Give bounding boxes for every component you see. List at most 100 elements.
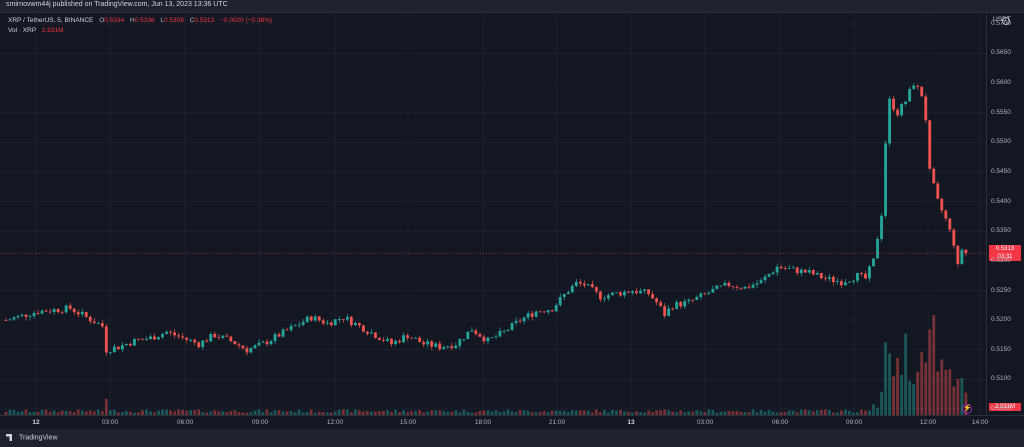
- volume-bar: [108, 410, 112, 415]
- volume-bar: [277, 410, 281, 415]
- volume-bar: [562, 410, 566, 415]
- volume-bar: [735, 410, 739, 415]
- candle-body: [478, 333, 482, 337]
- lightning-icon[interactable]: ⚡: [962, 404, 972, 414]
- candle-body: [205, 340, 209, 342]
- volume-bar: [289, 410, 293, 415]
- volume-bar: [868, 410, 871, 415]
- candle-body: [908, 89, 912, 102]
- candle-body: [759, 280, 763, 284]
- volume-bar: [723, 411, 727, 415]
- volume-bar: [924, 362, 928, 415]
- volume-bar: [149, 411, 152, 415]
- tradingview-logo[interactable]: TradingView: [6, 434, 58, 441]
- candle-body: [619, 292, 622, 296]
- candle-body: [84, 311, 88, 317]
- volume-bar: [390, 411, 393, 415]
- volume-label[interactable]: Vol · XRP: [8, 27, 37, 34]
- candle-body: [731, 286, 735, 287]
- candle-body: [510, 322, 514, 330]
- volume-bar: [56, 412, 60, 415]
- candle-body: [779, 266, 783, 269]
- volume-bar: [285, 411, 289, 415]
- volume-bar: [301, 412, 305, 415]
- volume-bar: [594, 409, 598, 415]
- candle-body: [56, 309, 60, 313]
- volume-bar: [860, 409, 863, 415]
- candle-body: [960, 249, 964, 264]
- current-price-value: 0.5313: [995, 246, 1015, 253]
- volume-bar: [827, 410, 831, 415]
- candle-body: [876, 239, 879, 259]
- volume-bar: [928, 329, 932, 415]
- volume-bar: [602, 410, 606, 415]
- candle-body: [301, 322, 305, 325]
- volume-bar: [329, 412, 333, 415]
- candle-body: [374, 332, 377, 338]
- volume-bar: [237, 412, 241, 415]
- volume-bar: [848, 410, 851, 415]
- volume-bar: [502, 411, 506, 415]
- volume-bar: [655, 410, 659, 415]
- candle-body: [534, 311, 538, 317]
- candle-body: [237, 344, 241, 346]
- volume-bar: [137, 412, 140, 415]
- time-axis[interactable]: 12 03:00 06:00 09:00 12:00 15:00 18:00 21:00 13 0…: [0, 415, 1024, 429]
- candle-body: [153, 336, 156, 340]
- volume-bar: [498, 412, 502, 415]
- candle-body: [598, 291, 602, 300]
- volume-bar: [281, 411, 285, 415]
- volume-bar: [518, 409, 522, 415]
- volume-bar: [394, 409, 397, 415]
- candle-body: [289, 326, 293, 331]
- price-chart[interactable]: [0, 12, 986, 415]
- candle-body: [739, 287, 743, 289]
- volume-bar: [695, 410, 699, 415]
- symbol-label[interactable]: XRP / TetherUS, 5, BINANCE: [8, 17, 94, 24]
- volume-bar: [956, 378, 960, 415]
- time-tick: 06:00: [176, 419, 194, 426]
- volume-bar: [803, 409, 807, 415]
- candle-body: [209, 333, 213, 342]
- volume-bar: [265, 409, 269, 415]
- candle-body: [839, 281, 843, 286]
- settings-icon[interactable]: [1002, 17, 1010, 25]
- candle-body: [414, 337, 418, 339]
- time-tick: 14:00: [971, 419, 989, 426]
- volume-bar: [76, 409, 80, 415]
- volume-bar: [920, 352, 924, 415]
- volume-bar: [337, 409, 341, 415]
- candle-body: [112, 346, 116, 353]
- volume-bar: [623, 411, 626, 415]
- candle-body: [353, 322, 357, 326]
- candle-body: [783, 268, 787, 269]
- candle-body: [940, 198, 944, 211]
- candle-body: [16, 315, 20, 318]
- volume-bar: [719, 411, 723, 415]
- volume-bar: [598, 412, 602, 415]
- volume-bar: [470, 412, 474, 415]
- candle-body: [522, 317, 526, 322]
- volume-bar: [590, 412, 594, 415]
- volume-bar: [546, 412, 550, 415]
- candle-body: [719, 285, 723, 287]
- candle-body: [896, 109, 900, 116]
- candle-body: [574, 281, 578, 287]
- candle-body: [848, 281, 851, 283]
- volume-bar: [751, 409, 755, 415]
- candle-body: [912, 85, 916, 90]
- volume-bar: [442, 411, 446, 415]
- candle-body: [655, 298, 659, 303]
- change-value: −0.0020 (−0.38%): [220, 17, 273, 24]
- candle-body: [165, 331, 168, 334]
- volume-bar: [321, 411, 325, 415]
- price-axis[interactable]: USDT 0.5313 03:31 2.831M 0.5700 0.5650 0.5…: [986, 12, 1024, 415]
- open-label: O: [99, 17, 105, 24]
- candle-body: [924, 96, 928, 121]
- volume-bar: [566, 412, 570, 415]
- volume-bar: [458, 412, 462, 415]
- volume-bar: [145, 409, 148, 415]
- volume-bar: [446, 411, 450, 415]
- candle-body: [422, 342, 426, 345]
- volume-bar: [703, 412, 707, 415]
